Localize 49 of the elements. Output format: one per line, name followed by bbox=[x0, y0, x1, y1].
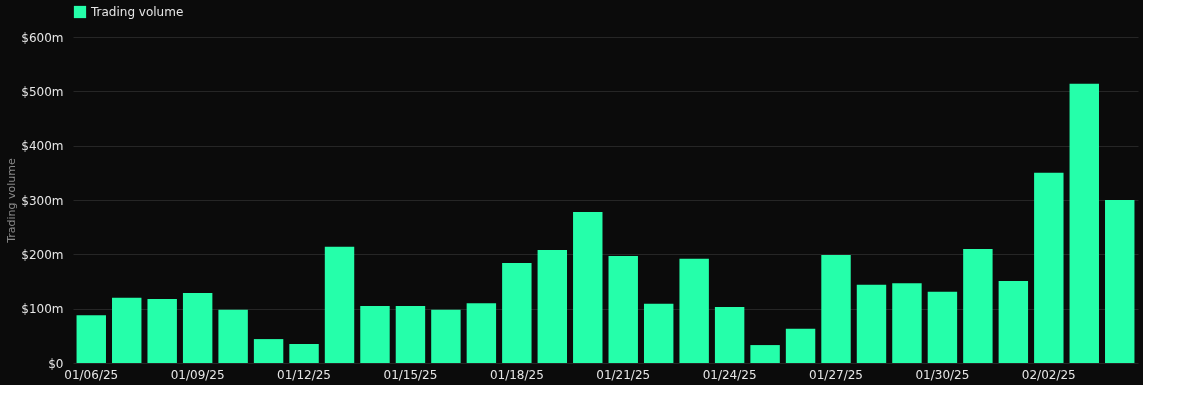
y-tick-label: $0 bbox=[48, 356, 64, 371]
bar bbox=[750, 345, 780, 363]
legend-label: Trading volume bbox=[90, 5, 184, 19]
bar bbox=[289, 343, 319, 363]
bar bbox=[573, 211, 603, 363]
bar bbox=[182, 292, 213, 363]
bar bbox=[927, 291, 958, 363]
bar bbox=[785, 328, 816, 363]
bar bbox=[643, 303, 674, 363]
bar bbox=[324, 246, 355, 363]
bar bbox=[466, 303, 497, 363]
bar bbox=[1034, 172, 1064, 363]
bar bbox=[998, 280, 1029, 363]
x-tick-label: 01/18/25 bbox=[489, 367, 544, 382]
y-tick-label: $200m bbox=[21, 247, 64, 262]
bar bbox=[218, 309, 248, 363]
x-tick-label: 01/15/25 bbox=[383, 367, 438, 382]
bar bbox=[856, 284, 887, 363]
y-tick-label: $300m bbox=[21, 193, 64, 208]
bar bbox=[714, 307, 745, 363]
y-axis-title: Trading volume bbox=[5, 157, 19, 244]
bar bbox=[360, 305, 390, 363]
bar bbox=[1069, 83, 1099, 363]
x-tick-label: 01/06/25 bbox=[64, 367, 119, 382]
bar bbox=[112, 297, 142, 363]
bar bbox=[431, 309, 461, 363]
x-tick-label: 01/09/25 bbox=[170, 367, 225, 382]
x-tick-label: 01/30/25 bbox=[915, 367, 970, 382]
bar bbox=[963, 248, 993, 363]
bar bbox=[821, 254, 851, 363]
x-tick-label: 01/21/25 bbox=[596, 367, 651, 382]
x-tick-label: 01/27/25 bbox=[809, 367, 863, 382]
bar bbox=[502, 263, 532, 363]
bar bbox=[679, 258, 709, 363]
y-tick-label: $500m bbox=[21, 84, 64, 99]
y-tick-label: $100m bbox=[21, 302, 64, 317]
x-tick-label: 01/24/25 bbox=[702, 367, 757, 382]
bar bbox=[147, 298, 177, 363]
bar bbox=[892, 283, 922, 363]
x-tick-label: 01/12/25 bbox=[277, 367, 331, 382]
x-tick-label: 02/02/25 bbox=[1021, 367, 1076, 382]
bar bbox=[253, 339, 284, 363]
y-tick-label: $600m bbox=[21, 30, 64, 45]
bar bbox=[1105, 200, 1135, 363]
bar bbox=[395, 305, 426, 363]
bar bbox=[608, 255, 638, 363]
bar bbox=[537, 249, 568, 363]
y-tick-label: $400m bbox=[21, 139, 64, 154]
bar bbox=[76, 315, 106, 363]
